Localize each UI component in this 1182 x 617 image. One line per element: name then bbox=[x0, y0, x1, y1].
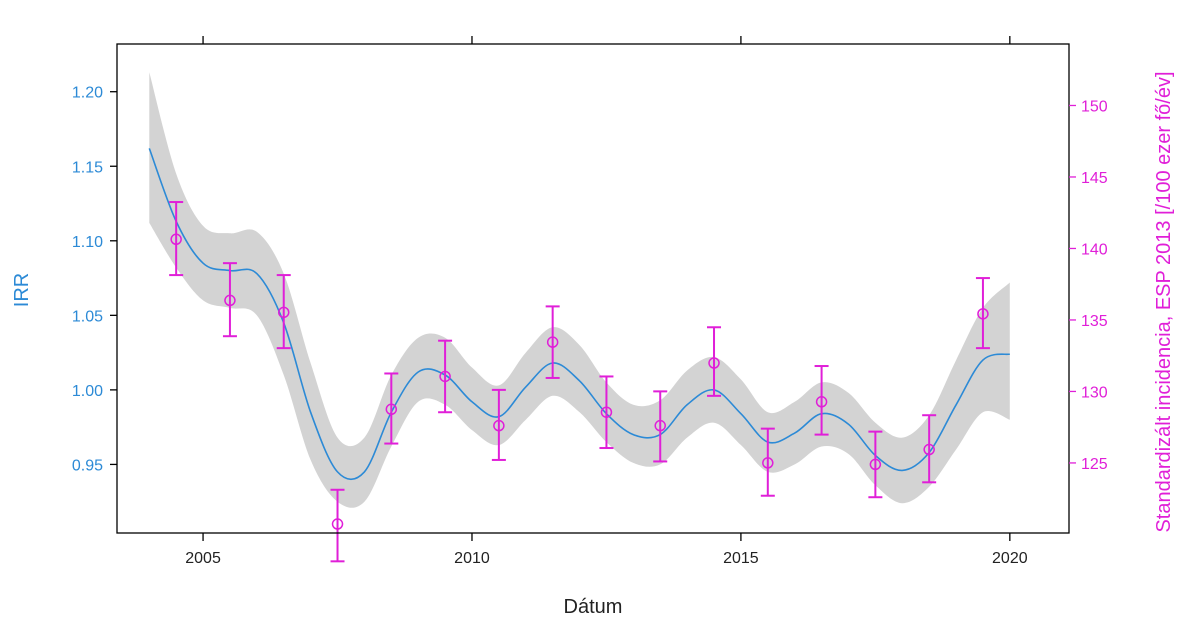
point-marker bbox=[170, 233, 182, 246]
x-tick-label: 2005 bbox=[185, 550, 221, 567]
data-point-14 bbox=[868, 430, 883, 499]
data-points-layer bbox=[169, 201, 990, 563]
confidence-band bbox=[149, 72, 1010, 508]
data-point-5 bbox=[384, 372, 399, 445]
data-point-6 bbox=[438, 339, 453, 414]
data-point-16 bbox=[975, 277, 990, 350]
y2-axis-title: Standardizált incidencia, ESP 2013 [/100… bbox=[1153, 71, 1175, 532]
x-axis-title: Dátum bbox=[564, 596, 623, 617]
point-marker bbox=[277, 306, 290, 319]
fit-line-layer bbox=[148, 148, 1010, 481]
point-marker bbox=[815, 396, 828, 408]
data-point-11 bbox=[707, 326, 722, 397]
y-tick-label: 1.00 bbox=[72, 383, 103, 400]
plot-frame bbox=[116, 43, 1070, 534]
y2-tick-label: 150 bbox=[1081, 98, 1108, 115]
point-marker bbox=[600, 406, 613, 418]
y2-tick-label: 135 bbox=[1081, 313, 1108, 330]
point-marker bbox=[762, 457, 774, 469]
data-point-2 bbox=[222, 262, 237, 338]
y-axis-right: 125 130 135 140 145 150 bbox=[1069, 98, 1108, 473]
data-point-15 bbox=[922, 414, 937, 484]
y2-tick-label: 140 bbox=[1081, 241, 1108, 258]
point-marker bbox=[224, 294, 236, 307]
data-point-4 bbox=[330, 488, 345, 563]
y2-tick-label: 130 bbox=[1081, 384, 1108, 401]
y-tick-label: 1.05 bbox=[72, 308, 103, 325]
point-marker bbox=[546, 336, 559, 348]
point-marker bbox=[923, 443, 935, 456]
x-tick-label: 2015 bbox=[723, 550, 759, 567]
point-marker bbox=[493, 419, 505, 432]
point-marker bbox=[977, 308, 989, 320]
point-marker bbox=[869, 458, 882, 471]
point-marker bbox=[331, 518, 344, 530]
y-tick-label: 1.10 bbox=[72, 234, 103, 251]
x-tick-label: 2020 bbox=[992, 550, 1028, 567]
data-point-8 bbox=[545, 305, 560, 379]
point-marker bbox=[439, 370, 451, 383]
y-tick-label: 1.20 bbox=[72, 85, 103, 102]
data-point-10 bbox=[653, 390, 668, 463]
data-point-9 bbox=[599, 375, 614, 450]
data-point-12 bbox=[760, 427, 775, 497]
data-point-13 bbox=[814, 365, 829, 436]
data-point-3 bbox=[276, 274, 291, 350]
y-tick-label: 1.15 bbox=[72, 159, 103, 176]
y2-tick-label: 125 bbox=[1081, 456, 1108, 473]
point-marker bbox=[708, 357, 720, 369]
y-axis-title: IRR bbox=[11, 273, 33, 307]
y2-tick-label: 145 bbox=[1081, 170, 1108, 187]
data-point-1 bbox=[169, 201, 184, 277]
point-marker bbox=[385, 403, 398, 416]
point-marker bbox=[654, 419, 666, 432]
y-tick-label: 0.95 bbox=[72, 457, 103, 474]
y-axis-left: 0.95 1.00 1.05 1.10 1.15 1.20 bbox=[72, 85, 117, 474]
confidence-band-layer bbox=[149, 72, 1010, 508]
data-point-7 bbox=[491, 388, 506, 461]
x-axis: 2005 2010 2015 2020 bbox=[185, 36, 1028, 567]
x-tick-label: 2010 bbox=[454, 550, 490, 567]
fit-line bbox=[148, 148, 1010, 481]
